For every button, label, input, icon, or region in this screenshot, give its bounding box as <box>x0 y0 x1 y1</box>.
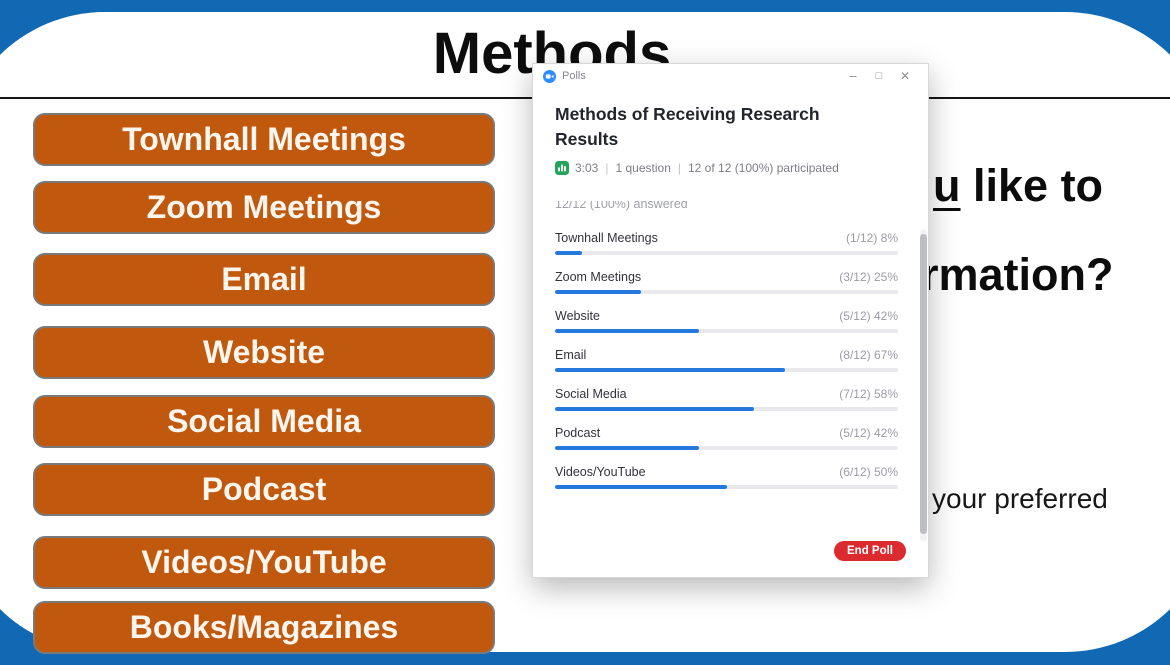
minimize-icon[interactable]: – <box>849 68 857 83</box>
progress-bar-fill <box>555 329 700 333</box>
result-value: (3/12) 25% <box>839 270 898 284</box>
progress-bar-track <box>555 251 898 255</box>
poll-question-title: Methods of Receiving Research Results <box>555 104 820 149</box>
option-label: Zoom Meetings <box>146 189 382 225</box>
poll-stats-row: 3:03 | 1 question | 12 of 12 (100%) part… <box>555 160 906 175</box>
result-value: (1/12) 8% <box>845 231 898 245</box>
polls-window: Polls – □ ✕ Methods of Receiving Researc… <box>532 63 929 578</box>
result-label: Website <box>555 309 600 323</box>
result-label: Social Media <box>555 387 627 401</box>
close-icon[interactable]: ✕ <box>899 69 911 83</box>
poll-result-row: Social Media (7/12) 58% <box>555 387 898 411</box>
option-label: Books/Magazines <box>129 609 399 645</box>
result-label: Podcast <box>555 426 601 440</box>
progress-bar-fill <box>555 446 700 450</box>
slide-option-zoom-meetings: Zoom Meetings <box>33 181 495 234</box>
result-value: (6/12) 50% <box>839 465 898 479</box>
end-poll-button[interactable]: End Poll <box>834 541 906 561</box>
poll-results-scroll-area[interactable]: 12/12 (100%) answered Townhall Meetings (… <box>555 201 898 573</box>
option-label: Email <box>221 261 307 297</box>
slide-question-fragment-middle: rmation? <box>921 249 1114 300</box>
slide-option-social-media: Social Media <box>33 395 495 448</box>
slide-option-books-magazines: Books/Magazines <box>33 601 495 654</box>
zoom-app-icon <box>543 69 556 83</box>
scrollbar-thumb[interactable] <box>920 234 927 534</box>
result-label: Videos/YouTube <box>555 465 646 479</box>
result-label: Townhall Meetings <box>555 231 658 245</box>
polls-window-titlebar[interactable]: Polls – □ ✕ <box>533 64 928 88</box>
progress-bar-track <box>555 446 898 450</box>
result-value: (5/12) 42% <box>839 426 898 440</box>
progress-bar-track <box>555 485 898 489</box>
result-label: Email <box>555 348 587 362</box>
poll-result-row: Townhall Meetings (1/12) 8% <box>555 231 898 255</box>
answered-count: 12/12 (100%) answered <box>555 201 688 211</box>
poll-participation: 12 of 12 (100%) participated <box>688 160 839 175</box>
progress-bar-track <box>555 368 898 372</box>
scrollbar-track <box>920 229 927 541</box>
progress-bar-fill <box>555 251 583 255</box>
question-text: like to <box>960 160 1104 211</box>
option-label: Townhall Meetings <box>122 121 406 157</box>
result-value: (7/12) 58% <box>839 387 898 401</box>
result-value: (8/12) 67% <box>839 348 898 362</box>
poll-result-row: Website (5/12) 42% <box>555 309 898 333</box>
option-label: Website <box>202 334 326 370</box>
slide-option-townhall-meetings: Townhall Meetings <box>33 113 495 166</box>
option-label: Social Media <box>167 403 361 439</box>
slide-option-podcast: Podcast <box>33 463 495 516</box>
option-label: Videos/YouTube <box>141 544 387 580</box>
slide-question-fragment-top: u like to <box>933 160 1103 212</box>
progress-bar-fill <box>555 290 641 294</box>
poll-header: Methods of Receiving Research Results 3:… <box>555 88 906 175</box>
poll-question-count: 1 question <box>615 160 671 175</box>
window-title: Polls <box>562 70 586 82</box>
slide-option-website: Website <box>33 326 495 379</box>
stats-separator: | <box>677 160 681 175</box>
result-value: (5/12) 42% <box>839 309 898 323</box>
poll-result-row: Podcast (5/12) 42% <box>555 426 898 450</box>
progress-bar-fill <box>555 485 727 489</box>
slide-option-email: Email <box>33 253 495 306</box>
poll-chart-icon <box>555 160 569 175</box>
poll-result-row: Videos/YouTube (6/12) 50% <box>555 465 898 489</box>
progress-bar-track <box>555 407 898 411</box>
progress-bar-fill <box>555 368 785 372</box>
slide-option-videos-youtube: Videos/YouTube <box>33 536 495 589</box>
underlined-word: u <box>933 160 961 211</box>
poll-elapsed-time: 3:03 <box>575 160 599 175</box>
progress-bar-track <box>555 290 898 294</box>
progress-bar-track <box>555 329 898 333</box>
stats-separator: | <box>605 160 609 175</box>
result-label: Zoom Meetings <box>555 270 642 284</box>
poll-result-row: Email (8/12) 67% <box>555 348 898 372</box>
maximize-icon[interactable]: □ <box>875 70 883 82</box>
progress-bar-fill <box>555 407 754 411</box>
poll-result-row: Zoom Meetings (3/12) 25% <box>555 270 898 294</box>
option-label: Podcast <box>201 471 327 507</box>
slide-text-your-preferred: your preferred <box>932 483 1108 514</box>
